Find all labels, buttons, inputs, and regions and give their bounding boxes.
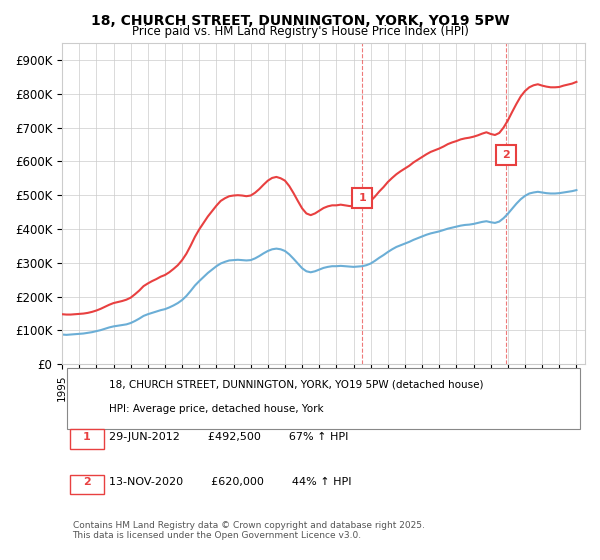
Text: 18, CHURCH STREET, DUNNINGTON, YORK, YO19 5PW (detached house): 18, CHURCH STREET, DUNNINGTON, YORK, YO1…: [109, 379, 484, 389]
FancyBboxPatch shape: [70, 430, 104, 449]
FancyBboxPatch shape: [67, 368, 580, 430]
Text: HPI: Average price, detached house, York: HPI: Average price, detached house, York: [109, 404, 324, 414]
Text: 29-JUN-2012        £492,500        67% ↑ HPI: 29-JUN-2012 £492,500 67% ↑ HPI: [109, 432, 349, 442]
Text: Contains HM Land Registry data © Crown copyright and database right 2025.
This d: Contains HM Land Registry data © Crown c…: [73, 521, 424, 540]
FancyBboxPatch shape: [70, 474, 104, 494]
Text: Price paid vs. HM Land Registry's House Price Index (HPI): Price paid vs. HM Land Registry's House …: [131, 25, 469, 38]
Text: 18, CHURCH STREET, DUNNINGTON, YORK, YO19 5PW: 18, CHURCH STREET, DUNNINGTON, YORK, YO1…: [91, 14, 509, 28]
Text: 2: 2: [83, 477, 91, 487]
Text: 2: 2: [502, 150, 510, 160]
Text: 1: 1: [358, 193, 366, 203]
Text: 1: 1: [83, 432, 91, 442]
Text: 13-NOV-2020        £620,000        44% ↑ HPI: 13-NOV-2020 £620,000 44% ↑ HPI: [109, 477, 352, 487]
